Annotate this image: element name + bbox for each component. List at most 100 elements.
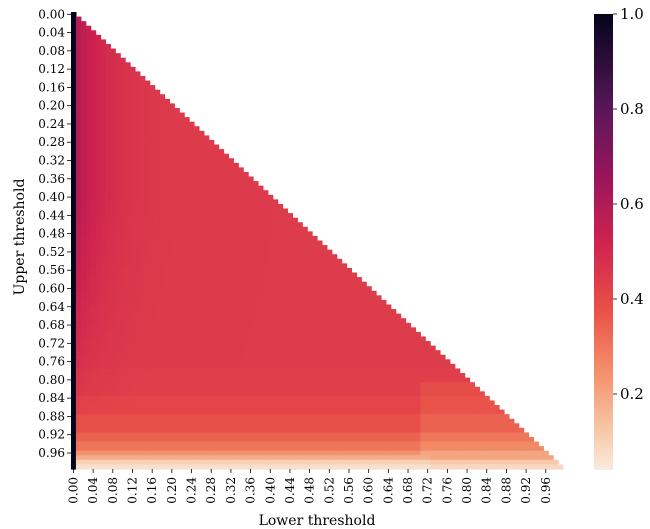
heatmap-cell [105,43,111,50]
heatmap-cell [71,85,77,91]
heatmap-cell [302,386,308,392]
heatmap-cell [80,281,87,287]
heatmap-cell [336,345,343,351]
heatmap-cell [479,423,485,429]
heatmap-cell [174,153,180,159]
heatmap-cell [75,158,82,164]
heatmap-cell [120,245,126,251]
heatmap-cell [75,295,82,301]
heatmap-cell [218,464,225,470]
heatmap-cell [257,217,264,223]
heatmap-cell [71,190,77,196]
heatmap-cell [159,240,166,246]
heatmap-cell [80,167,87,173]
heatmap-cell [144,85,151,91]
heatmap-cell [464,459,471,466]
heatmap-cell [336,290,343,296]
heatmap-cell [130,139,136,146]
heatmap-cell [75,386,82,392]
heatmap-cell [154,144,161,150]
heatmap-cell [282,322,289,328]
heatmap-cell [95,57,102,63]
heatmap-cell [139,427,146,434]
heatmap-cell [213,290,220,296]
heatmap-cell [75,62,82,68]
heatmap-cell [494,409,500,415]
heatmap-cell [174,135,180,141]
heatmap-cell [144,112,151,118]
heatmap-cell [90,427,97,434]
heatmap-cell [331,299,338,306]
heatmap-cell [125,181,131,187]
heatmap-cell [105,254,111,260]
heatmap-cell [253,290,259,296]
heatmap-cell [125,414,131,420]
heatmap-cell [130,190,136,196]
heatmap-cell [213,299,220,306]
heatmap-cell [454,418,461,424]
heatmap-cell [233,464,239,470]
heatmap-cell [203,176,210,182]
heatmap-cell [326,290,333,296]
heatmap-cell [218,432,225,438]
heatmap-cell [154,382,161,388]
heatmap-cell [100,167,107,173]
heatmap-cell [267,446,274,452]
heatmap-cell [149,354,156,360]
heatmap-cell [326,272,333,278]
heatmap-cell [218,336,225,342]
heatmap-cell [385,386,392,392]
heatmap-cell [203,363,210,370]
heatmap-cell [85,25,92,31]
heatmap-cell [233,446,239,452]
heatmap-cell [331,313,338,319]
heatmap-cell [189,167,195,173]
heatmap-cell [302,464,308,470]
heatmap-cell [257,359,264,365]
heatmap-cell [203,368,210,374]
heatmap-cell [385,350,392,356]
heatmap-cell [139,167,146,173]
heatmap-cell [120,112,126,118]
heatmap-cell [223,153,230,159]
heatmap-cell [120,313,126,319]
heatmap-cell [194,254,200,260]
heatmap-cell [139,441,146,447]
heatmap-cell [105,405,111,411]
heatmap-cell [120,382,126,388]
heatmap-cell [71,446,77,452]
heatmap-cell [277,322,284,328]
heatmap-cell [105,368,111,374]
heatmap-cell [179,267,185,274]
heatmap-cell [336,295,343,301]
heatmap-cell [164,117,170,123]
heatmap-cell [100,245,107,251]
heatmap-cell [425,446,431,452]
heatmap-cell [203,231,210,237]
heatmap-cell [253,226,259,232]
heatmap-cell [85,203,92,210]
heatmap-cell [366,368,372,374]
heatmap-cell [139,263,146,269]
heatmap-cell [405,437,412,443]
heatmap-cell [213,162,220,168]
heatmap-cell [164,194,170,200]
heatmap-cell [228,377,234,383]
heatmap-cell [198,226,205,232]
heatmap-cell [503,432,510,438]
heatmap-cell [218,427,225,434]
heatmap-cell [223,409,230,415]
heatmap-cell [484,427,490,434]
heatmap-cell [272,199,279,205]
heatmap-cell [189,185,195,191]
heatmap-cell [130,272,136,278]
heatmap-cell [184,277,190,283]
heatmap-cell [130,382,136,388]
heatmap-cell [351,391,357,397]
heatmap-cell [149,185,156,191]
heatmap-cell [253,222,259,228]
heatmap-cell [110,190,116,196]
heatmap-cell [194,235,200,242]
heatmap-cell [346,363,353,370]
heatmap-cell [139,295,146,301]
